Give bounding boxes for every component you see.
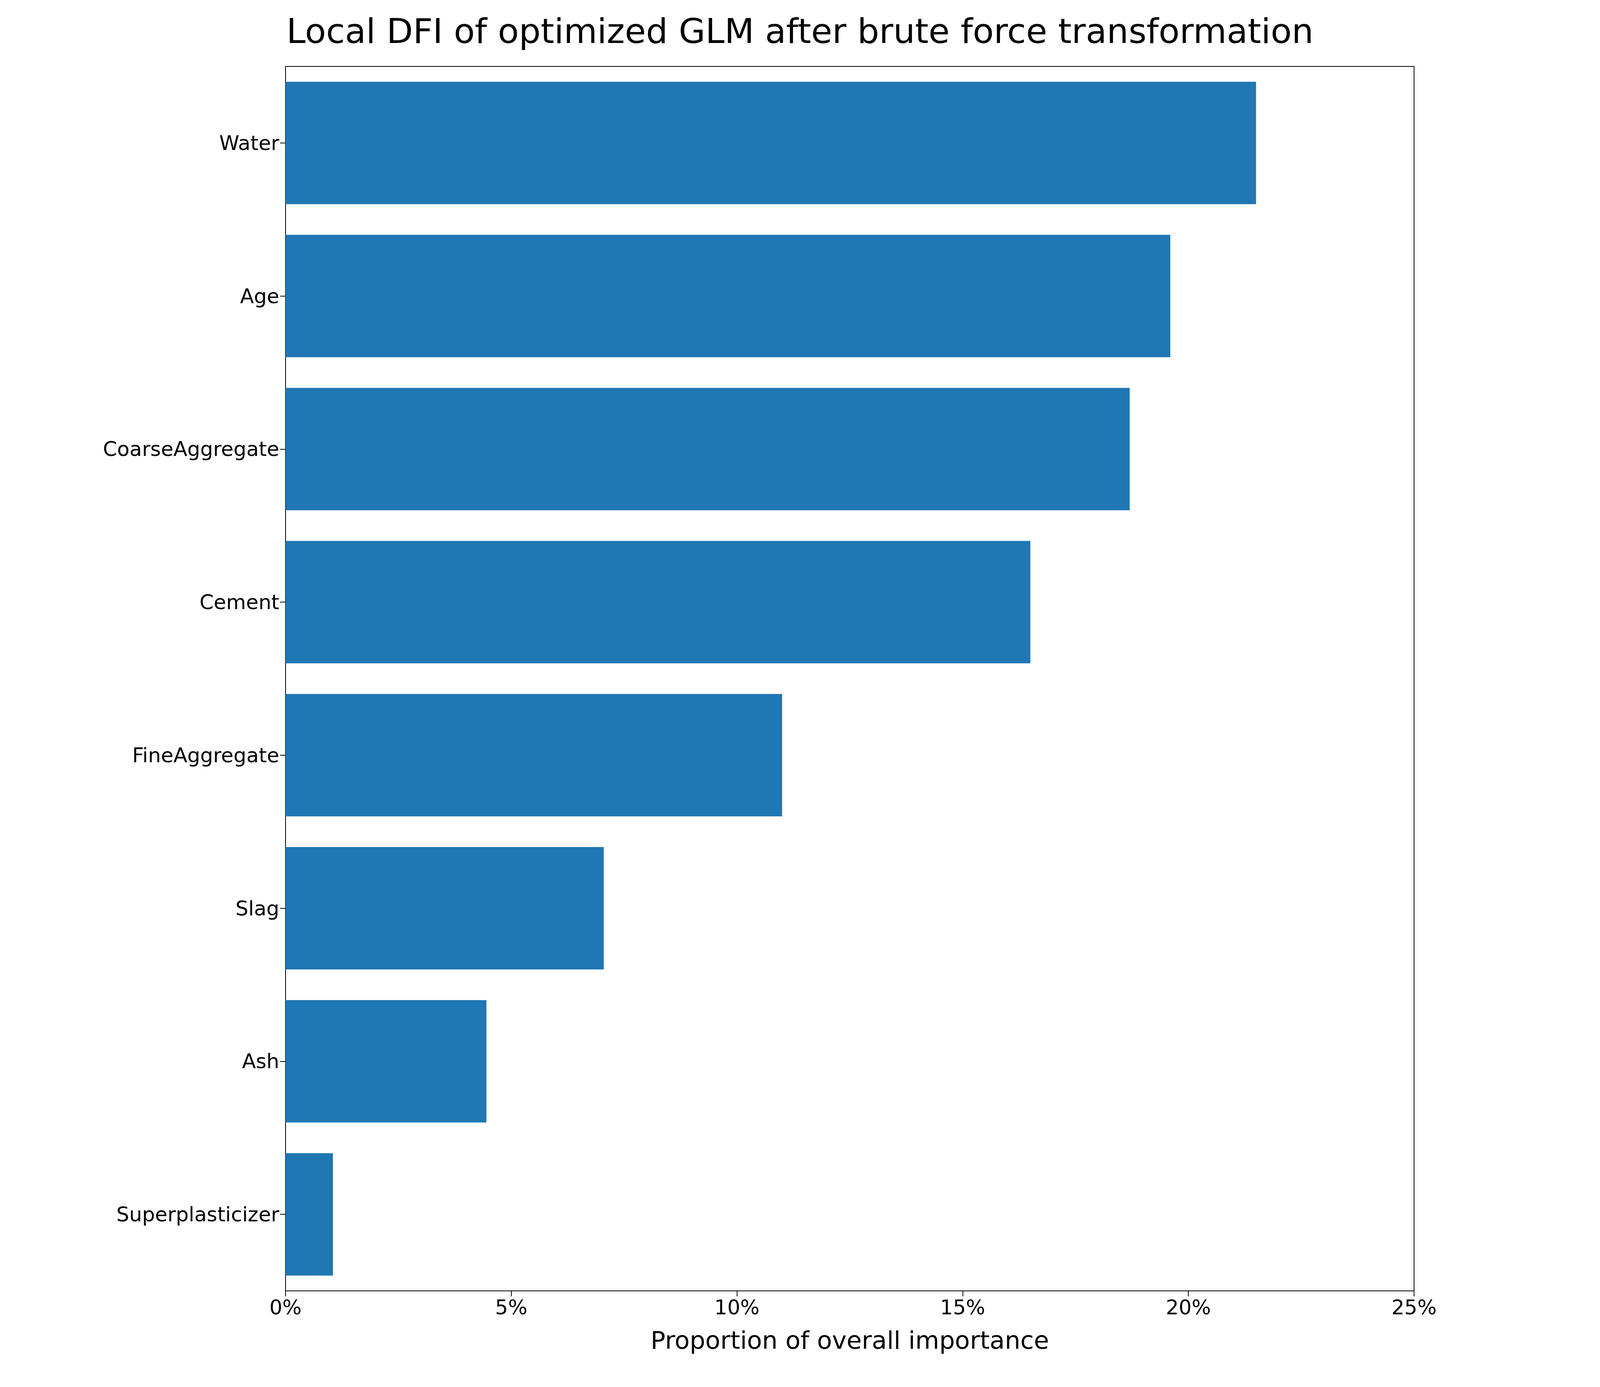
svg-text:Ash: Ash (241, 1049, 280, 1073)
svg-text:Proportion of overall importan: Proportion of overall importance (650, 1325, 1050, 1355)
svg-text:15%: 15% (940, 1295, 986, 1319)
svg-text:Superplasticizer: Superplasticizer (116, 1202, 280, 1226)
svg-text:Local DFI of optimized GLM aft: Local DFI of optimized GLM after brute f… (286, 10, 1314, 52)
svg-text:10%: 10% (714, 1295, 760, 1319)
svg-text:Cement: Cement (199, 590, 280, 614)
svg-text:FineAggregate: FineAggregate (132, 743, 280, 767)
svg-text:0%: 0% (269, 1295, 302, 1319)
svg-text:5%: 5% (495, 1295, 528, 1319)
svg-text:20%: 20% (1165, 1295, 1211, 1319)
svg-text:Slag: Slag (235, 896, 280, 920)
svg-text:CoarseAggregate: CoarseAggregate (102, 437, 280, 461)
svg-text:Age: Age (239, 284, 280, 308)
svg-text:Water: Water (219, 131, 280, 155)
svg-text:25%: 25% (1391, 1295, 1437, 1319)
